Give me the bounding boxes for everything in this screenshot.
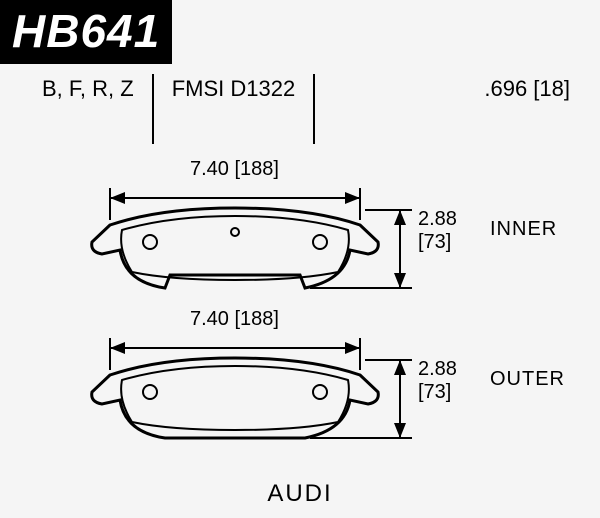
outer-height-label: 2.88[73] (418, 358, 457, 404)
outer-width-label: 7.40 [188] (190, 308, 279, 331)
inner-width-label: 7.40 [188] (190, 158, 279, 181)
inner-pad-label: INNER (490, 218, 557, 241)
compounds-label: B, F, R, Z (0, 76, 152, 102)
spec-row: B, F, R, Z FMSI D1322 .696 [18] (0, 76, 600, 144)
fmsi-label: FMSI D1322 (154, 76, 314, 102)
outer-pad-label: OUTER (490, 368, 565, 391)
brake-pad-diagram (0, 160, 600, 480)
inner-height-label: 2.88[73] (418, 208, 457, 254)
spec-divider (313, 74, 315, 144)
thickness-label: .696 [18] (466, 76, 600, 102)
brand-footer: AUDI (0, 480, 600, 508)
part-number-header: HB641 (0, 0, 172, 64)
diagram-area: 7.40 [188] 2.88[73] INNER 7.40 [188] 2.8… (0, 160, 600, 480)
